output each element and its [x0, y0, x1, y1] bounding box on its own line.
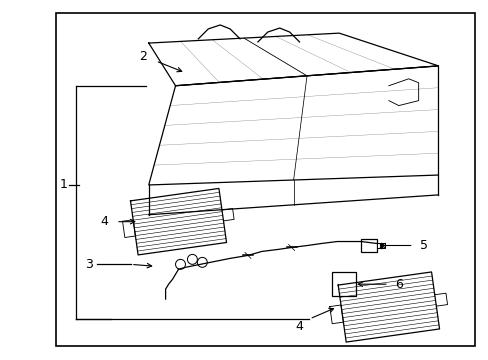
Text: 4: 4 [295, 320, 303, 333]
Bar [332, 272, 355, 296]
Bar [56, 13, 474, 346]
Text: 4: 4 [100, 215, 108, 228]
Bar [376, 243, 384, 248]
Text: 1: 1 [60, 179, 67, 192]
Text: 2: 2 [139, 50, 146, 63]
Bar [360, 239, 376, 252]
Text: 3: 3 [85, 258, 93, 271]
Text: 5: 5 [419, 239, 427, 252]
Text: 6: 6 [394, 278, 402, 291]
